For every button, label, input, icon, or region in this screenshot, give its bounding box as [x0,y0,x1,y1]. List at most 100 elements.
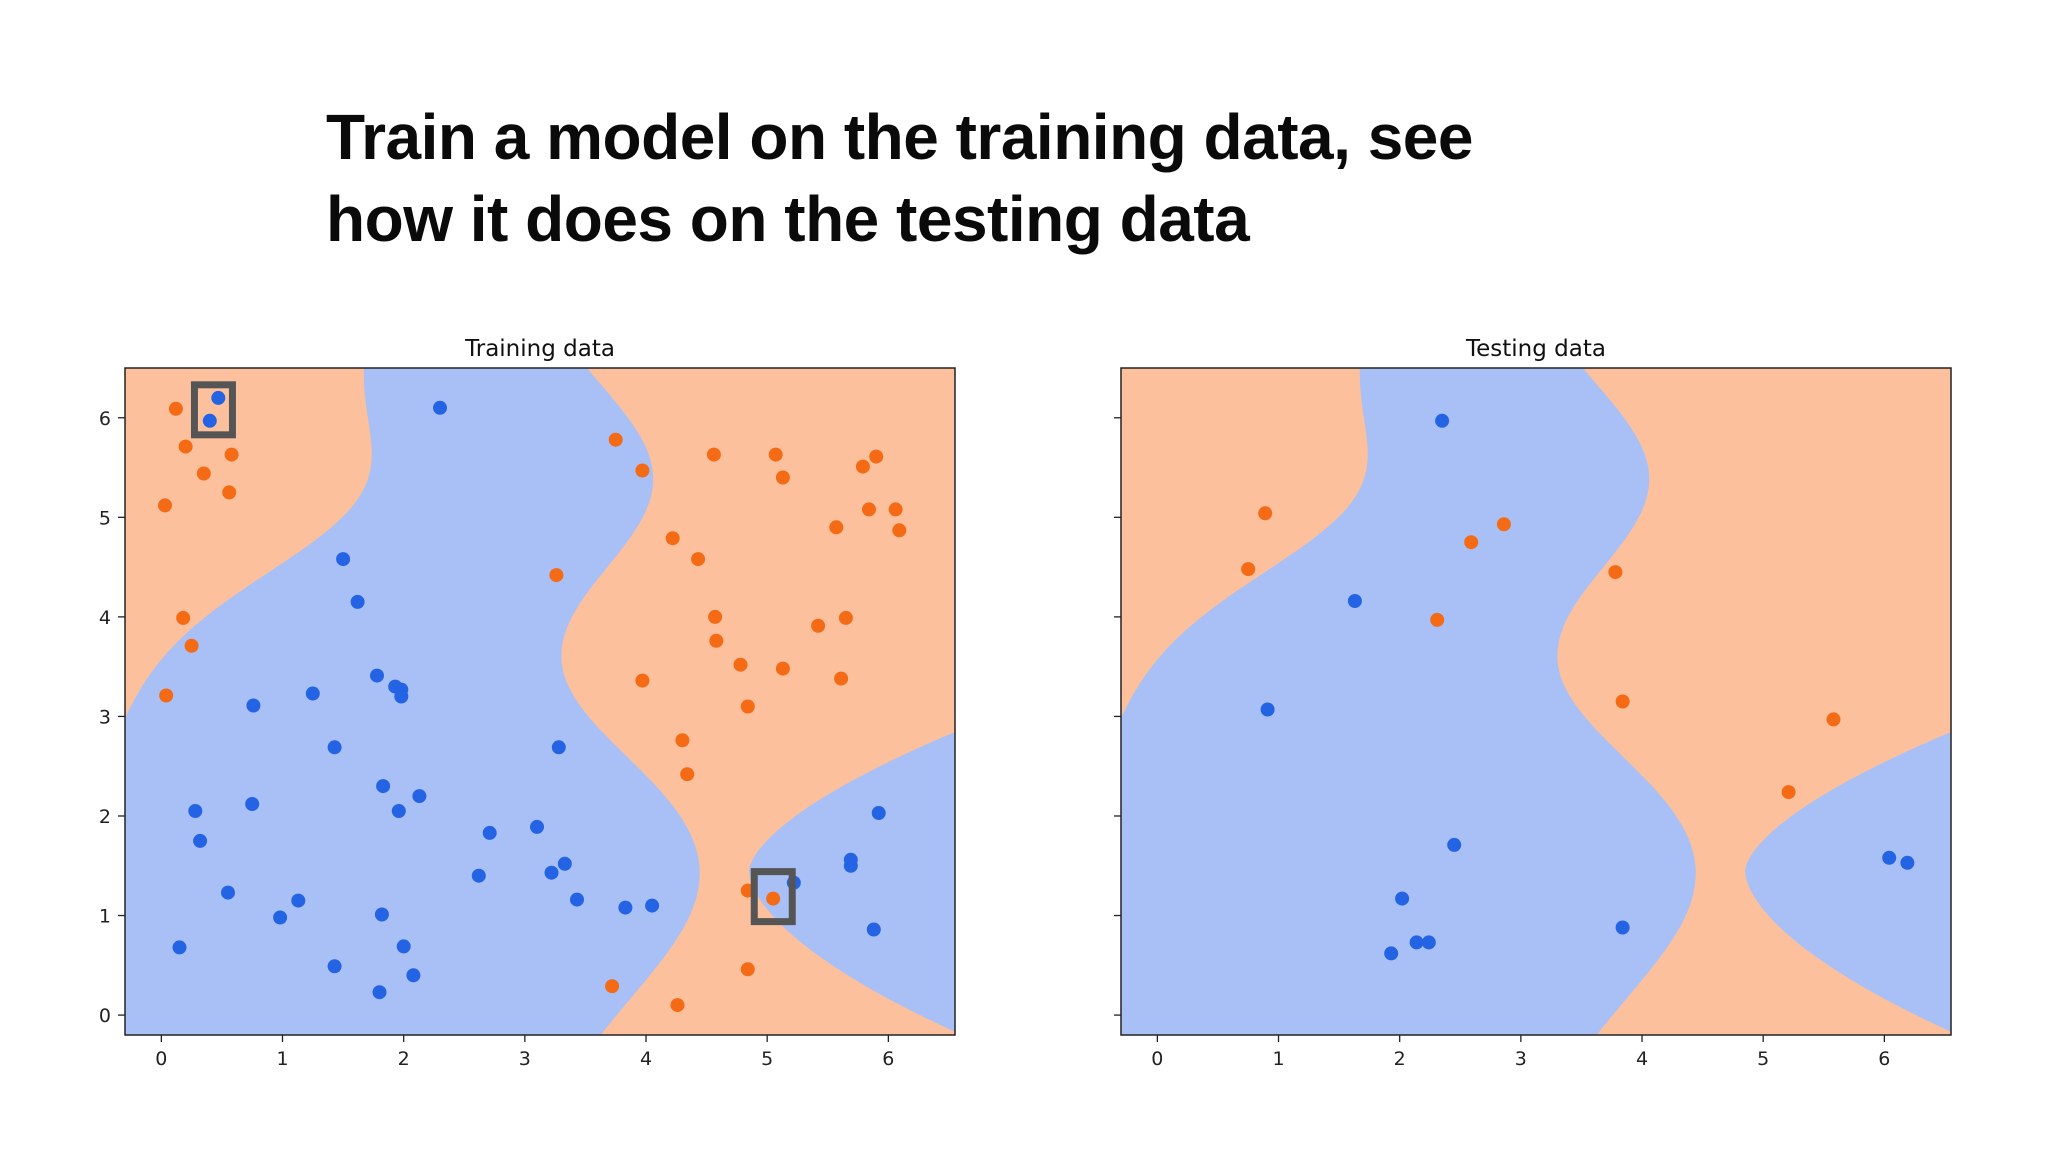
blue-data-point [618,900,633,915]
orange-data-point [888,502,903,517]
x-tick-label: 0 [155,1048,167,1070]
blue-data-point [1347,594,1362,608]
orange-data-point [1608,565,1623,580]
blue-data-point [172,940,187,955]
orange-data-point [691,552,706,567]
blue-data-point [391,804,406,818]
plot-title: Training data [464,336,615,362]
blue-data-point [245,797,260,811]
blue-data-point [394,689,409,704]
x-tick-label: 6 [1878,1048,1890,1070]
orange-data-point [775,470,790,485]
orange-data-point [608,432,623,447]
blue-data-point [1900,855,1915,870]
orange-data-point [775,661,790,676]
blue-data-point [1384,946,1399,961]
blue-data-point [570,892,584,907]
blue-data-point [1409,935,1424,950]
y-tick-label: 1 [99,906,111,928]
x-tick-label: 6 [882,1048,894,1070]
x-tick-label: 3 [519,1048,531,1070]
orange-data-point [862,502,876,517]
blue-data-point [305,686,320,701]
blue-data-point [327,959,342,974]
blue-data-point [376,779,391,794]
orange-data-point [159,688,174,703]
slide-title-line-2: how it does on the testing data [326,183,1250,255]
blue-data-point [1395,891,1410,906]
blue-data-point [273,910,288,925]
orange-data-point [635,673,650,688]
blue-data-point [221,885,235,900]
orange-data-point [224,447,239,462]
orange-data-point [670,998,685,1013]
plot-area [1121,368,1951,1035]
blue-data-point [291,893,306,908]
x-tick-label: 5 [1757,1048,1769,1070]
blue-data-point [871,806,886,820]
orange-data-point [766,891,781,906]
subplot-training: Training data 0 1 2 3 4 5 6 0 1 2 3 4 5 6 [99,336,956,1070]
orange-data-point [706,447,721,462]
orange-data-point [222,485,237,500]
blue-region-central [1121,368,1696,1035]
orange-data-point [1496,517,1511,532]
orange-data-point [675,733,690,748]
blue-data-point [471,868,486,883]
orange-data-point [1826,712,1841,727]
plot-frame [124,367,956,1036]
y-tick-label: 2 [99,806,111,828]
blue-data-point [374,907,389,922]
orange-data-point [834,671,849,686]
subplot-testing: Testing data 0 1 2 3 4 5 6 [1114,336,1952,1070]
blue-data-point [557,856,572,871]
blue-data-point [412,789,427,804]
x-tick-label: 0 [1151,1048,1163,1070]
orange-data-point [178,439,193,454]
blue-data-point [188,804,203,818]
y-tick-label: 6 [99,408,111,430]
plot-title: Testing data [1465,336,1606,362]
blue-data-point [406,968,421,983]
orange-data-point [855,459,870,474]
blue-region-bottom-right [749,732,955,1032]
plot-area [125,368,955,1035]
orange-data-point [176,610,191,625]
slide-title-line-1: Train a model on the training data, see [326,101,1473,173]
orange-data-point [829,520,844,535]
orange-data-point [196,466,211,481]
blue-data-point [433,400,447,415]
orange-data-point [709,633,724,648]
orange-data-point [184,638,199,653]
blue-data-point [193,833,208,848]
orange-data-point [665,531,680,546]
orange-data-point [768,447,783,462]
blue-data-point [1447,837,1462,852]
blue-data-point [1435,413,1450,428]
blue-data-point [396,939,411,954]
orange-data-point [869,449,884,464]
x-tick-label: 2 [1394,1048,1406,1070]
blue-data-point [482,825,497,840]
x-tick-label: 2 [398,1048,410,1070]
blue-data-point [370,668,384,683]
blue-data-point [202,413,217,428]
x-tick-label: 1 [276,1048,288,1070]
orange-data-point [168,401,183,416]
orange-data-point [158,498,172,513]
orange-data-point [1258,506,1273,521]
orange-data-point [635,463,650,478]
blue-data-point [1882,850,1897,865]
highlight-box [750,868,796,926]
orange-data-point [1615,694,1630,709]
plot-frame [1120,367,1952,1036]
y-tick-label: 3 [99,706,111,728]
blue-data-point [530,819,544,834]
orange-data-point [549,568,564,583]
x-tick-label: 4 [640,1048,652,1070]
x-tick-label: 3 [1515,1048,1527,1070]
highlight-box [190,381,236,439]
blue-data-point [1260,702,1275,717]
blue-data-point [336,552,351,567]
